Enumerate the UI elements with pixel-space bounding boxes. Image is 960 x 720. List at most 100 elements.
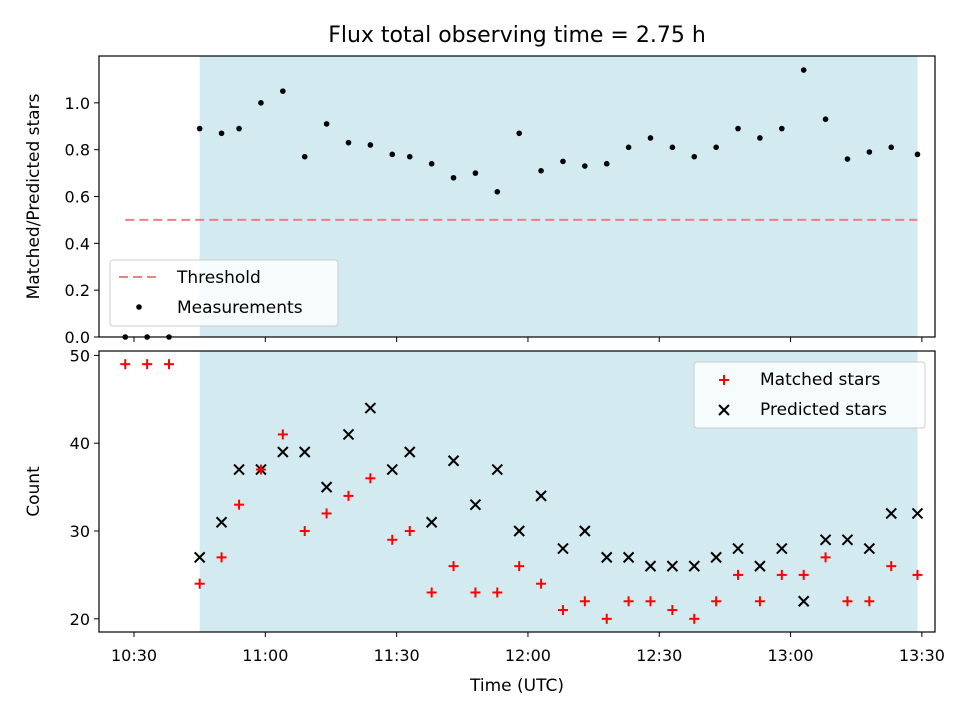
matched-point bbox=[299, 526, 310, 537]
predicted-point bbox=[425, 516, 438, 528]
y-tick-label: 0.4 bbox=[65, 234, 90, 253]
y-tick-label: 1.0 bbox=[65, 94, 90, 113]
predicted-stroke bbox=[863, 542, 876, 555]
matched-point bbox=[579, 596, 590, 607]
predicted-stroke bbox=[469, 498, 482, 511]
predicted-stroke bbox=[233, 463, 245, 476]
predicted-stroke bbox=[342, 428, 355, 441]
predicted-stroke bbox=[299, 446, 311, 458]
matched-point bbox=[164, 359, 175, 370]
matched-point bbox=[711, 596, 722, 607]
matched-point bbox=[321, 508, 332, 519]
matched-point bbox=[623, 596, 634, 607]
predicted-stroke bbox=[841, 534, 854, 546]
plot-frame bbox=[98, 55, 936, 338]
predicted-stroke bbox=[710, 551, 722, 564]
measurement-point bbox=[538, 167, 544, 174]
measurement-point bbox=[236, 125, 242, 132]
predicted-stroke bbox=[601, 551, 613, 564]
predicted-stroke bbox=[688, 560, 700, 572]
predicted-stroke bbox=[425, 516, 438, 528]
predicted-stroke bbox=[447, 455, 460, 467]
matched-point bbox=[404, 526, 415, 537]
predicted-stroke bbox=[404, 446, 416, 458]
matched-point bbox=[277, 429, 288, 440]
predicted-point bbox=[193, 551, 206, 564]
legend-threshold-label: Threshold bbox=[176, 268, 261, 288]
matched-point bbox=[733, 569, 744, 580]
predicted-stroke bbox=[557, 542, 569, 555]
y-tick-label: 20 bbox=[70, 610, 90, 629]
y-tick-label: 0.0 bbox=[65, 328, 90, 347]
predicted-point bbox=[885, 507, 897, 520]
measurement-point bbox=[647, 135, 654, 141]
measurement-point bbox=[196, 125, 203, 132]
measurement-point bbox=[494, 189, 501, 195]
measurement-point bbox=[866, 149, 873, 155]
measurement-point bbox=[389, 151, 396, 158]
predicted-stroke bbox=[754, 560, 766, 572]
measurement-point bbox=[822, 116, 829, 123]
matched-point bbox=[142, 359, 153, 370]
plot-frame bbox=[98, 350, 936, 633]
measurement-point bbox=[301, 153, 308, 160]
predicted-stroke bbox=[491, 463, 504, 476]
predicted-point bbox=[233, 463, 245, 476]
matched-point bbox=[343, 490, 354, 501]
matched-point bbox=[842, 596, 853, 607]
predicted-point bbox=[688, 560, 700, 572]
predicted-point bbox=[386, 463, 398, 476]
predicted-point bbox=[754, 560, 766, 572]
measurement-point bbox=[914, 151, 921, 158]
predicted-stroke bbox=[277, 446, 289, 458]
predicted-point bbox=[491, 463, 504, 476]
x-tick-label: 13:30 bbox=[899, 646, 945, 665]
matched-point bbox=[820, 552, 831, 563]
measurement-point bbox=[367, 142, 374, 148]
predicted-stroke bbox=[911, 507, 924, 520]
legend-measurement-label: Measurements bbox=[177, 298, 303, 318]
y-axis-label: Matched/Predicted stars bbox=[24, 93, 44, 299]
predicted-point bbox=[863, 542, 876, 555]
matched-point bbox=[255, 464, 266, 475]
predicted-stroke bbox=[776, 542, 788, 555]
legend-matched-label: Matched stars bbox=[760, 370, 880, 390]
measurement-point bbox=[406, 153, 413, 160]
predicted-point bbox=[601, 551, 613, 564]
measurement-point bbox=[428, 160, 435, 167]
predicted-stroke bbox=[819, 534, 832, 546]
predicted-stroke bbox=[644, 560, 657, 572]
predicted-stroke bbox=[579, 525, 591, 537]
predicted-point bbox=[666, 560, 679, 572]
predicted-point bbox=[819, 534, 832, 546]
predicted-point bbox=[622, 551, 635, 564]
figure-title: Flux total observing time = 2.75 h bbox=[328, 23, 706, 48]
legend-box bbox=[109, 259, 339, 327]
x-tick-label: 11:30 bbox=[374, 646, 420, 665]
y-tick-label: 0.6 bbox=[65, 188, 90, 207]
matched-point bbox=[776, 569, 787, 580]
measurement-point bbox=[800, 67, 807, 73]
x-tick-label: 10:30 bbox=[111, 646, 157, 665]
matched-point bbox=[470, 587, 481, 598]
predicted-point bbox=[579, 525, 591, 537]
matched-point bbox=[120, 359, 131, 370]
predicted-point bbox=[404, 446, 416, 458]
predicted-point bbox=[215, 516, 228, 528]
measurement-point bbox=[560, 158, 566, 165]
measurement-point bbox=[888, 144, 895, 151]
x-tick-label: 11:00 bbox=[242, 646, 288, 665]
predicted-stroke bbox=[885, 507, 897, 520]
predicted-point bbox=[797, 595, 810, 607]
y-tick-label: 0.8 bbox=[65, 141, 90, 160]
predicted-point bbox=[535, 490, 547, 502]
predicted-stroke bbox=[797, 595, 810, 607]
matched-point bbox=[234, 499, 245, 510]
predicted-point bbox=[557, 542, 569, 555]
predicted-stroke bbox=[215, 516, 228, 528]
predicted-point bbox=[364, 402, 377, 414]
matched-point bbox=[557, 605, 568, 616]
predicted-stroke bbox=[364, 402, 377, 414]
measurement-point bbox=[323, 121, 330, 127]
matched-point bbox=[492, 587, 503, 598]
